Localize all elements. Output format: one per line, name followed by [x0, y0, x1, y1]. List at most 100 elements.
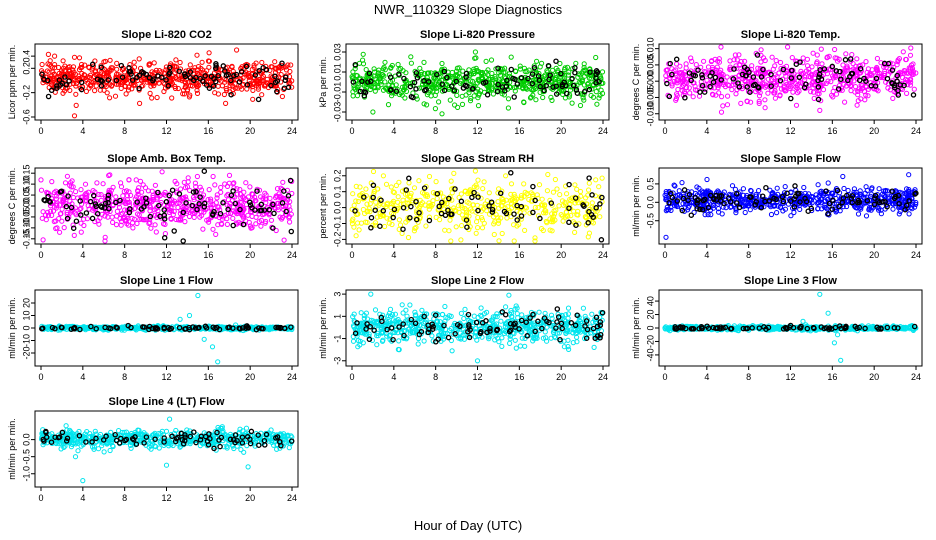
data-point [593, 54, 599, 61]
data-point [182, 80, 188, 86]
data-point [810, 89, 817, 95]
data-point [550, 67, 556, 73]
data-point-black [711, 195, 717, 202]
data-point [173, 57, 179, 63]
data-point-black [462, 82, 469, 89]
data-point-black [503, 210, 510, 217]
data-point [590, 94, 597, 100]
data-point [663, 208, 669, 214]
y-tick-label: -0.010 [645, 101, 655, 127]
data-point-black [176, 191, 183, 197]
data-point-black [126, 65, 132, 71]
data-point-black [902, 206, 908, 213]
data-point-black [249, 204, 255, 211]
data-point [536, 70, 542, 77]
data-point [396, 179, 402, 185]
data-point [913, 199, 919, 206]
data-point [376, 67, 382, 73]
data-point [67, 198, 73, 204]
data-point [398, 90, 404, 96]
data-point [228, 210, 234, 217]
data-point [782, 206, 789, 212]
data-point [432, 106, 438, 112]
data-point [664, 204, 670, 210]
data-point-black [436, 203, 442, 210]
data-point [863, 213, 870, 219]
data-point [468, 206, 474, 212]
data-point [523, 205, 530, 211]
data-point-black [281, 188, 287, 194]
data-point [149, 69, 155, 75]
data-point [107, 57, 113, 63]
data-point [138, 77, 144, 83]
data-point-black [469, 194, 475, 201]
data-point-black [444, 74, 450, 81]
data-point [844, 203, 850, 210]
data-point [213, 231, 219, 237]
data-point-black [167, 64, 173, 71]
data-point [730, 79, 737, 85]
data-point [895, 57, 901, 63]
data-point [454, 92, 460, 99]
x-tick-label: 16 [827, 250, 837, 260]
data-point [808, 89, 814, 95]
data-point-black [699, 75, 706, 81]
data-point [355, 211, 361, 217]
data-point [250, 191, 256, 197]
data-point [229, 64, 235, 70]
data-point [360, 51, 366, 57]
data-point-black [387, 74, 394, 80]
data-point [243, 197, 249, 203]
data-point [78, 187, 84, 193]
data-point-black [856, 77, 863, 84]
data-point [586, 180, 592, 186]
data-point [94, 180, 100, 186]
data-point [424, 102, 430, 108]
data-point-black [518, 213, 525, 219]
y-tick-label: -0.03 [332, 102, 342, 123]
data-point-black [270, 225, 276, 231]
data-point [489, 85, 495, 92]
data-point [38, 177, 44, 183]
data-point-black [666, 200, 672, 206]
data-point [443, 196, 449, 202]
data-point-black [105, 200, 111, 206]
data-point [676, 188, 682, 194]
data-point [592, 193, 599, 199]
data-point [483, 58, 489, 65]
data-point [598, 87, 604, 93]
data-point-black [463, 217, 470, 223]
data-point-black [105, 192, 112, 198]
data-point-black [712, 74, 719, 81]
data-point [891, 64, 897, 70]
data-point [511, 238, 517, 244]
data-point-black [391, 206, 398, 213]
data-point [375, 83, 381, 89]
data-point-black [835, 86, 842, 92]
data-point [543, 210, 549, 216]
data-point-black [834, 187, 841, 194]
data-point [783, 63, 790, 70]
data-point [245, 212, 251, 218]
data-point-black [489, 206, 496, 213]
data-point [544, 188, 551, 194]
data-point [136, 56, 142, 62]
data-point [428, 70, 434, 76]
data-point [573, 60, 579, 66]
y-tick-label: -0.1 [332, 216, 342, 232]
data-point [219, 83, 225, 89]
data-point [107, 208, 113, 214]
data-points [349, 168, 605, 244]
x-tick-label: 24 [911, 126, 921, 136]
x-tick-label: 12 [785, 126, 795, 136]
data-point [375, 78, 381, 85]
data-point-black [816, 71, 823, 78]
data-point-black [721, 200, 727, 207]
data-point [370, 168, 377, 175]
data-point [102, 82, 108, 88]
data-point-black [541, 87, 547, 94]
data-point-black [463, 74, 469, 80]
data-point [140, 83, 146, 89]
data-point [727, 58, 733, 64]
data-point-black [220, 200, 226, 206]
